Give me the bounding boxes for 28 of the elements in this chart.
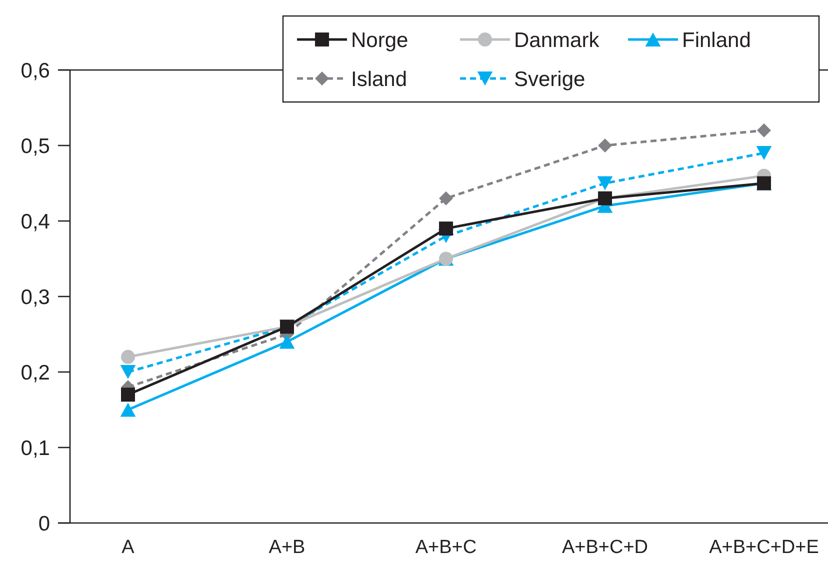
point (598, 138, 612, 152)
y-tick-label: 0,3 (20, 286, 50, 309)
y-tick-label: 0,2 (20, 361, 50, 384)
x-tick-label: A (122, 537, 135, 558)
legend-label: Danmark (514, 28, 600, 52)
point (439, 191, 453, 206)
legend-label: Island (351, 68, 408, 91)
x-tick-label: A+B (268, 537, 306, 558)
legend-label: Sverige (514, 68, 586, 91)
point (120, 365, 136, 379)
y-tick-label: 0 (38, 512, 50, 536)
point (597, 176, 613, 190)
legend-label: Finland (682, 28, 751, 52)
point (120, 402, 136, 417)
point (439, 222, 453, 236)
y-tick-label: 0,4 (20, 210, 50, 234)
legend-label: Norge (351, 28, 408, 52)
point (279, 334, 295, 349)
point (121, 388, 135, 402)
x-tick-label: A+B+C+D+E (709, 537, 819, 558)
y-tick-label: 0,5 (20, 134, 50, 158)
x-tick-label: A+B+C+D (562, 537, 648, 558)
point (121, 350, 135, 364)
y-tick-label: 0,6 (20, 59, 50, 82)
x-tick-label: A+B+C (415, 537, 477, 558)
point (757, 123, 771, 138)
y-tick-label: 0,1 (20, 436, 50, 460)
point (756, 146, 772, 160)
